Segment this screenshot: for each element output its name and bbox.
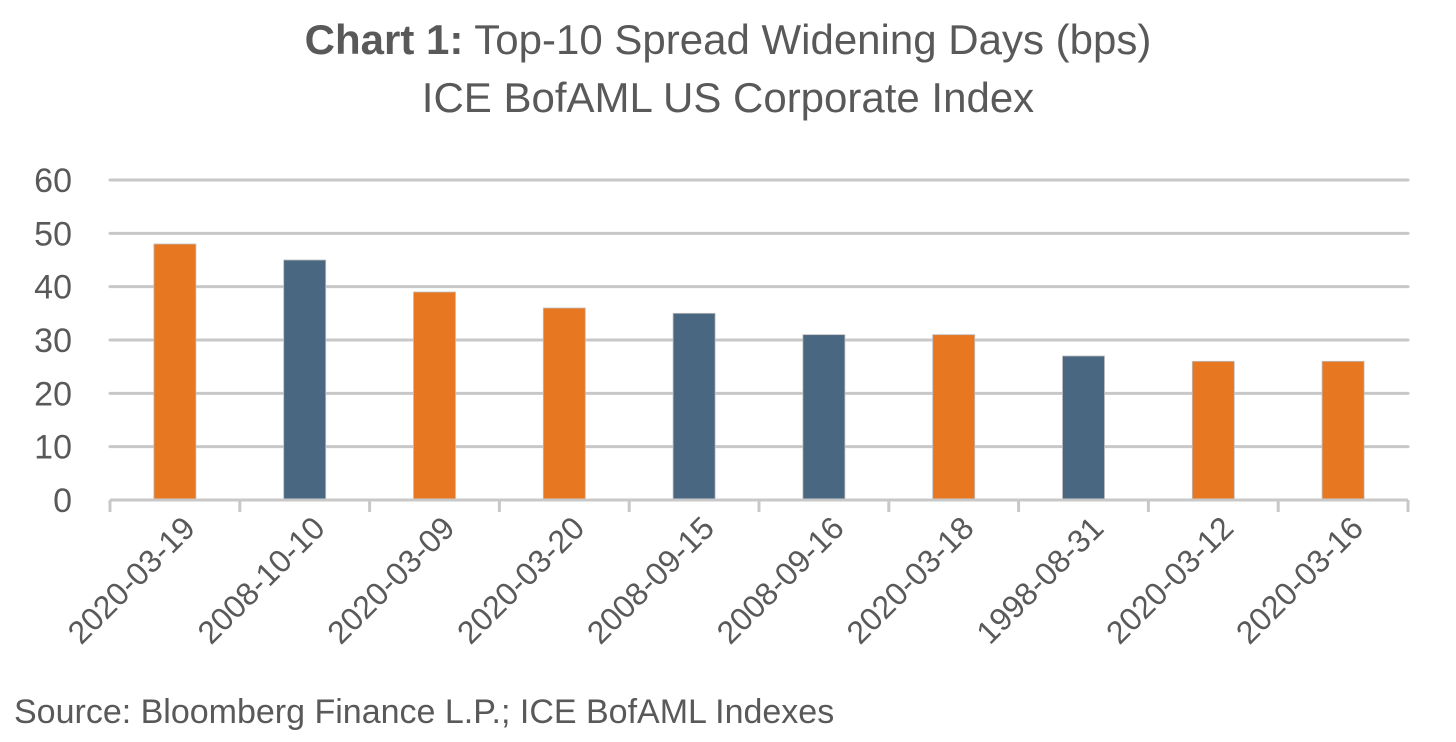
bar-2020-03-12 — [1191, 360, 1235, 501]
y-tick-label: 30 — [34, 322, 72, 360]
bar-2008-10-10 — [283, 259, 327, 501]
y-tick-label: 0 — [53, 482, 72, 520]
bar-2008-09-15 — [672, 312, 716, 501]
bar-2008-09-16 — [802, 334, 846, 501]
bar-2020-03-18 — [932, 334, 976, 501]
bar-2020-03-20 — [542, 307, 586, 501]
x-axis — [108, 498, 1410, 512]
x-tick-label: 2020-03-12 — [1099, 509, 1240, 650]
y-axis-tick-labels: 0 10 20 30 40 50 60 — [34, 162, 72, 520]
x-tick-label: 2008-09-16 — [710, 509, 851, 650]
x-tick-label: 2020-03-19 — [61, 509, 202, 650]
chart-title: Chart 1: Top-10 Spread Widening Days (bp… — [0, 14, 1456, 66]
y-tick-label: 10 — [34, 429, 72, 467]
bar-2020-03-16 — [1321, 360, 1365, 501]
y-tick-label: 60 — [34, 162, 72, 200]
x-tick-label: 2008-09-15 — [580, 509, 721, 650]
chart-title-text: Top-10 Spread Widening Days (bps) — [474, 16, 1152, 63]
x-axis-tick-labels: 2020-03-192008-10-102020-03-092020-03-20… — [61, 509, 1370, 650]
bar-1998-08-31 — [1062, 355, 1105, 501]
bars — [153, 243, 1365, 501]
x-tick-label: 2020-03-20 — [450, 509, 591, 650]
x-tick-label: 1998-08-31 — [969, 509, 1110, 650]
x-tick-label: 2008-10-10 — [190, 509, 331, 650]
x-tick-label: 2020-03-16 — [1229, 509, 1370, 650]
gridlines — [108, 178, 1410, 449]
chart-subtitle: ICE BofAML US Corporate Index — [421, 74, 1035, 121]
source-note: Source: Bloomberg Finance L.P.; ICE BofA… — [14, 693, 835, 731]
x-tick-label: 2020-03-09 — [320, 509, 461, 650]
x-tick-label: 2020-03-18 — [839, 509, 980, 650]
y-tick-label: 50 — [34, 215, 72, 253]
y-tick-label: 20 — [34, 375, 72, 413]
bar-2020-03-09 — [413, 291, 456, 501]
chart-title-prefix: Chart 1: — [304, 16, 464, 63]
bar-2020-03-19 — [153, 243, 197, 501]
y-tick-label: 40 — [34, 269, 72, 307]
